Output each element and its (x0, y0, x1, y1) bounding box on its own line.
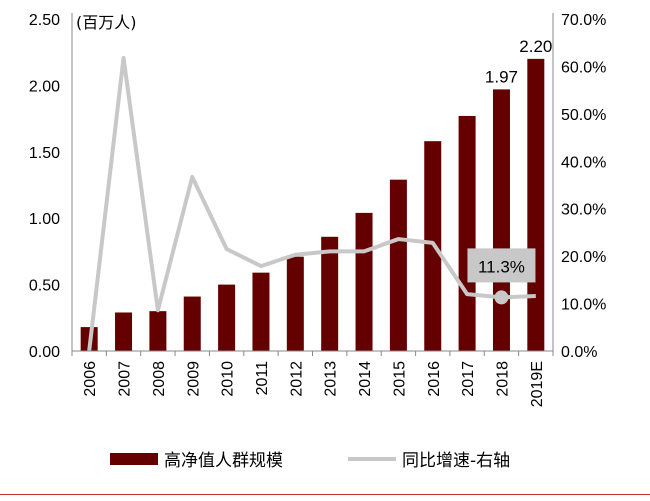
left-tick-label: 0.50 (29, 278, 60, 295)
right-tick-label: 60.0% (561, 59, 606, 76)
bars-group: 1.972.20 (80, 37, 552, 352)
growth-line (87, 55, 536, 352)
x-tick-label: 2009 (185, 361, 202, 397)
right-tick-label: 20.0% (561, 249, 606, 266)
left-tick-label: 2.00 (29, 78, 60, 95)
legend-swatch-bar (110, 452, 158, 465)
axes-group: 0.00 0.50 1.00 1.50 2.00 2.50 0.0% 10.0% 20.0% 30… (29, 12, 607, 407)
line-data-label-box (467, 248, 536, 283)
line-group: 11.3% (87, 55, 536, 352)
bar-2012 (286, 256, 304, 351)
bar-2017 (458, 115, 476, 351)
legend-item-line: 同比增速-右轴 (348, 446, 510, 471)
bar-2008 (149, 311, 167, 351)
bar-2019E (527, 58, 545, 352)
x-tick-label: 2006 (82, 361, 99, 397)
left-tick-label: 0.00 (29, 344, 60, 361)
bar-2018 (492, 89, 510, 351)
x-tick-label: 2010 (220, 361, 237, 397)
bar-data-label: 1.97 (485, 67, 518, 86)
bar-2014 (355, 212, 373, 351)
bar-2015 (389, 179, 407, 351)
x-tick-label: 2019E (529, 361, 546, 407)
x-tick-label: 2013 (323, 361, 340, 397)
right-tick-label: 70.0% (561, 12, 606, 29)
bar-2011 (252, 272, 270, 351)
legend: 高净值人群规模 同比增速-右轴 (0, 446, 650, 471)
unit-label: (百万人) (76, 13, 137, 32)
right-tick-label: 40.0% (561, 154, 606, 171)
legend-item-bar: 高净值人群规模 (110, 446, 283, 471)
legend-swatch-line (348, 456, 396, 461)
x-tick-label: 2014 (357, 361, 374, 397)
line-data-label: 11.3% (478, 257, 525, 276)
x-tick-label: 2015 (391, 361, 408, 397)
highlight-point (494, 290, 509, 305)
right-tick-label: 0.0% (561, 344, 597, 361)
bar-2009 (183, 296, 201, 351)
x-tick-label: 2016 (426, 361, 443, 397)
right-tick-label: 50.0% (561, 107, 606, 124)
bar-2013 (321, 236, 339, 351)
x-tick-label: 2012 (288, 361, 305, 397)
bar-2010 (218, 284, 236, 351)
left-tick-label: 2.50 (29, 12, 60, 29)
right-tick-label: 10.0% (561, 297, 606, 314)
right-tick-label: 30.0% (561, 202, 606, 219)
x-tick-label: 2011 (254, 361, 271, 396)
bottom-rule (0, 494, 650, 495)
x-tick-label: 2008 (151, 361, 168, 397)
legend-label-bar: 高净值人群规模 (164, 451, 283, 471)
legend-label-line: 同比增速-右轴 (402, 451, 511, 471)
left-tick-label: 1.00 (29, 211, 60, 228)
x-tick-label: 2007 (117, 361, 134, 397)
x-tick-label: 2018 (494, 361, 511, 397)
x-tick-label: 2017 (460, 361, 477, 397)
bar-2007 (115, 312, 133, 351)
left-tick-label: 1.50 (29, 145, 60, 162)
bar-data-label: 2.20 (519, 37, 552, 56)
